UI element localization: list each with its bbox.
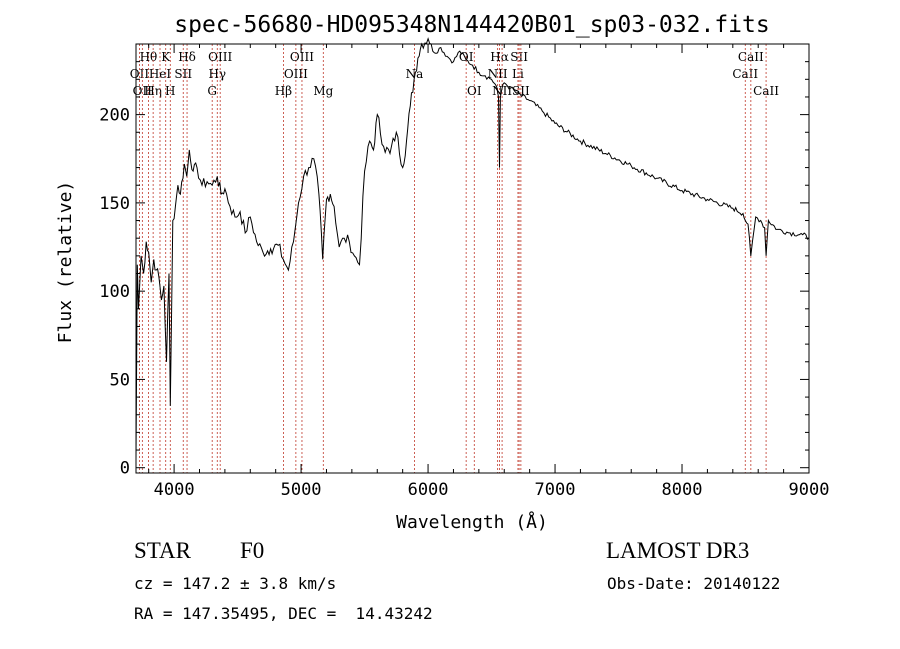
ra-dec: RA = 147.35495, DEC = 14.43242: [134, 604, 433, 623]
spectral-line-label: OIII: [284, 67, 308, 81]
spectral-line-label: H: [165, 84, 175, 98]
spectral-line-label: Hβ: [275, 84, 292, 98]
redshift-cz: cz = 147.2 ± 3.8 km/s: [134, 574, 337, 593]
object-class: STAR: [134, 538, 191, 563]
x-tick-label: 8000: [662, 480, 703, 500]
spectrum-line: [135, 37, 810, 459]
axes: 4000 5000 6000 7000 8000 9000 0 50 100 150 200: [99, 43, 830, 500]
y-axis-label: Flux (relative): [55, 181, 76, 344]
spectral-line-label: OIII: [208, 50, 232, 64]
spectral-line-label: Hγ: [208, 67, 226, 81]
spectral-line-label: SII: [512, 84, 530, 98]
spectral-line-markers: OII OII Hθ Hη HeI K H SII Hδ G Hγ OIII Hβ OIII OIII Mg N…: [130, 44, 779, 473]
spectral-line-label: Mg: [313, 84, 333, 98]
y-tick-label: 150: [99, 194, 130, 214]
spectral-line-label: Hη: [144, 84, 162, 98]
y-tick-label: 100: [99, 282, 130, 302]
spectral-line-label: CaII: [753, 84, 779, 98]
spectral-line-label: OII: [130, 67, 150, 81]
plot-frame: [135, 43, 810, 474]
spectral-line-label: CaII: [738, 50, 764, 64]
spectral-line-label: SII: [510, 50, 528, 64]
x-tick-label: 5000: [281, 480, 322, 500]
spectral-line-label: Hα: [490, 50, 509, 64]
x-axis-label: Wavelength (Å): [396, 511, 548, 533]
spectral-line-label: NII: [488, 67, 508, 81]
spectral-line-label: Li: [512, 67, 524, 81]
x-tick-label: 7000: [535, 480, 576, 500]
spectral-line-label: SII: [174, 67, 192, 81]
spectral-line-label: OIII: [290, 50, 314, 64]
spectral-line-label: G: [207, 84, 217, 98]
survey-name: LAMOST DR3: [606, 538, 750, 563]
observation-date: Obs-Date: 20140122: [607, 574, 781, 593]
y-tick-label: 200: [99, 106, 130, 126]
chart-title: spec-56680-HD095348N144420B01_sp03-032.f…: [174, 12, 769, 38]
series: [135, 37, 810, 459]
x-tick-label: 4000: [154, 480, 195, 500]
y-tick-label: 0: [120, 459, 130, 479]
y-tick-label: 50: [110, 370, 130, 390]
spectral-line-label: OI: [459, 50, 474, 64]
spectral-line-label: HeI: [149, 67, 172, 81]
spectral-line-label: K: [161, 50, 171, 64]
spectral-line-label: Hθ: [140, 50, 158, 64]
spectral-line-label: OII: [133, 84, 153, 98]
spectral-line-label: Na: [406, 67, 424, 81]
spectral-line-label: Hδ: [178, 50, 196, 64]
x-tick-label: 6000: [408, 480, 449, 500]
x-tick-label: 9000: [789, 480, 830, 500]
spectral-line-label: CaII: [732, 67, 758, 81]
spectral-line-label: OI: [467, 84, 482, 98]
object-subclass: F0: [240, 538, 265, 563]
